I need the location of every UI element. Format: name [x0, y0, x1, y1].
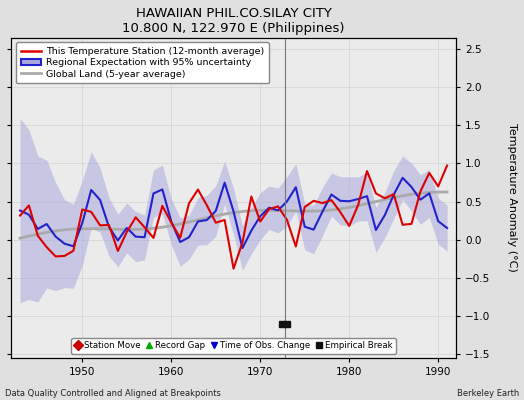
Y-axis label: Temperature Anomaly (°C): Temperature Anomaly (°C): [507, 123, 517, 272]
Text: Data Quality Controlled and Aligned at Breakpoints: Data Quality Controlled and Aligned at B…: [5, 389, 221, 398]
Legend: Station Move, Record Gap, Time of Obs. Change, Empirical Break: Station Move, Record Gap, Time of Obs. C…: [71, 338, 396, 354]
Title: HAWAIIAN PHIL.CO.SILAY CITY
10.800 N, 122.970 E (Philippines): HAWAIIAN PHIL.CO.SILAY CITY 10.800 N, 12…: [122, 7, 345, 35]
Text: Berkeley Earth: Berkeley Earth: [456, 389, 519, 398]
